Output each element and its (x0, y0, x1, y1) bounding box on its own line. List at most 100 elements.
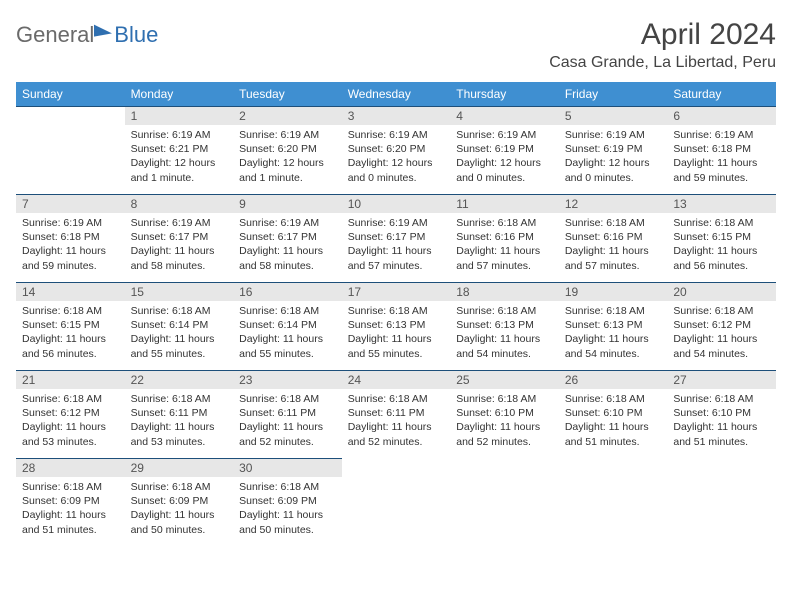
brand-mark-icon (94, 21, 112, 36)
day-number-bar: 5 (559, 106, 668, 125)
day-number-bar: 29 (125, 458, 234, 477)
sunset-line: Sunset: 6:09 PM (22, 494, 119, 508)
title-block: April 2024 Casa Grande, La Libertad, Per… (549, 18, 776, 72)
day-content: Sunrise: 6:18 AMSunset: 6:12 PMDaylight:… (16, 389, 125, 453)
weekday-header: Thursday (450, 82, 559, 106)
day-number-bar: 30 (233, 458, 342, 477)
day-number-bar: 23 (233, 370, 342, 389)
day-number-bar: 4 (450, 106, 559, 125)
sunset-line: Sunset: 6:19 PM (456, 142, 553, 156)
sunset-line: Sunset: 6:19 PM (565, 142, 662, 156)
daylight-line: Daylight: 12 hours and 0 minutes. (456, 156, 553, 184)
day-number-bar: 17 (342, 282, 451, 301)
calendar-day-cell (342, 458, 451, 546)
sunset-line: Sunset: 6:17 PM (131, 230, 228, 244)
daylight-line: Daylight: 11 hours and 59 minutes. (22, 244, 119, 272)
sunrise-line: Sunrise: 6:18 AM (348, 304, 445, 318)
day-content: Sunrise: 6:18 AMSunset: 6:14 PMDaylight:… (233, 301, 342, 365)
day-content: Sunrise: 6:18 AMSunset: 6:11 PMDaylight:… (233, 389, 342, 453)
day-number-bar: 24 (342, 370, 451, 389)
day-content: Sunrise: 6:18 AMSunset: 6:09 PMDaylight:… (125, 477, 234, 541)
day-number-bar: 22 (125, 370, 234, 389)
sunset-line: Sunset: 6:16 PM (565, 230, 662, 244)
day-number-bar: 28 (16, 458, 125, 477)
daylight-line: Daylight: 11 hours and 59 minutes. (673, 156, 770, 184)
day-number-bar: 26 (559, 370, 668, 389)
sunrise-line: Sunrise: 6:19 AM (131, 128, 228, 142)
sunrise-line: Sunrise: 6:18 AM (22, 304, 119, 318)
day-number-bar: 27 (667, 370, 776, 389)
day-number-bar: 7 (16, 194, 125, 213)
day-content: Sunrise: 6:18 AMSunset: 6:15 PMDaylight:… (667, 213, 776, 277)
sunset-line: Sunset: 6:11 PM (131, 406, 228, 420)
calendar-week-row: 21Sunrise: 6:18 AMSunset: 6:12 PMDayligh… (16, 370, 776, 458)
daylight-line: Daylight: 11 hours and 50 minutes. (131, 508, 228, 536)
sunset-line: Sunset: 6:11 PM (239, 406, 336, 420)
calendar-day-cell: 3Sunrise: 6:19 AMSunset: 6:20 PMDaylight… (342, 106, 451, 194)
calendar-day-cell: 14Sunrise: 6:18 AMSunset: 6:15 PMDayligh… (16, 282, 125, 370)
day-content: Sunrise: 6:18 AMSunset: 6:11 PMDaylight:… (125, 389, 234, 453)
day-number-bar: 10 (342, 194, 451, 213)
sunset-line: Sunset: 6:18 PM (673, 142, 770, 156)
daylight-line: Daylight: 11 hours and 54 minutes. (565, 332, 662, 360)
calendar-day-cell: 25Sunrise: 6:18 AMSunset: 6:10 PMDayligh… (450, 370, 559, 458)
sunset-line: Sunset: 6:09 PM (131, 494, 228, 508)
calendar-day-cell (667, 458, 776, 546)
brand-word-2: Blue (114, 22, 158, 48)
day-content: Sunrise: 6:19 AMSunset: 6:17 PMDaylight:… (233, 213, 342, 277)
sunrise-line: Sunrise: 6:18 AM (239, 304, 336, 318)
day-number-bar: 20 (667, 282, 776, 301)
sunrise-line: Sunrise: 6:18 AM (565, 216, 662, 230)
calendar-day-cell: 7Sunrise: 6:19 AMSunset: 6:18 PMDaylight… (16, 194, 125, 282)
day-number-bar: 1 (125, 106, 234, 125)
sunrise-line: Sunrise: 6:18 AM (131, 304, 228, 318)
sunrise-line: Sunrise: 6:19 AM (22, 216, 119, 230)
daylight-line: Daylight: 11 hours and 52 minutes. (348, 420, 445, 448)
weekday-header: Sunday (16, 82, 125, 106)
day-content: Sunrise: 6:19 AMSunset: 6:20 PMDaylight:… (342, 125, 451, 189)
day-number-bar: 21 (16, 370, 125, 389)
daylight-line: Daylight: 11 hours and 57 minutes. (565, 244, 662, 272)
day-content: Sunrise: 6:18 AMSunset: 6:10 PMDaylight:… (559, 389, 668, 453)
sunrise-line: Sunrise: 6:19 AM (348, 216, 445, 230)
day-content: Sunrise: 6:18 AMSunset: 6:16 PMDaylight:… (559, 213, 668, 277)
sunset-line: Sunset: 6:21 PM (131, 142, 228, 156)
calendar-day-cell: 27Sunrise: 6:18 AMSunset: 6:10 PMDayligh… (667, 370, 776, 458)
sunrise-line: Sunrise: 6:18 AM (565, 304, 662, 318)
calendar-week-row: 28Sunrise: 6:18 AMSunset: 6:09 PMDayligh… (16, 458, 776, 546)
weekday-header: Saturday (667, 82, 776, 106)
calendar-day-cell: 29Sunrise: 6:18 AMSunset: 6:09 PMDayligh… (125, 458, 234, 546)
sunset-line: Sunset: 6:16 PM (456, 230, 553, 244)
day-number-bar: 13 (667, 194, 776, 213)
sunrise-line: Sunrise: 6:19 AM (239, 216, 336, 230)
day-content: Sunrise: 6:18 AMSunset: 6:11 PMDaylight:… (342, 389, 451, 453)
day-content: Sunrise: 6:18 AMSunset: 6:09 PMDaylight:… (233, 477, 342, 541)
sunset-line: Sunset: 6:09 PM (239, 494, 336, 508)
calendar-day-cell: 8Sunrise: 6:19 AMSunset: 6:17 PMDaylight… (125, 194, 234, 282)
weekday-header-row: SundayMondayTuesdayWednesdayThursdayFrid… (16, 82, 776, 106)
daylight-line: Daylight: 11 hours and 51 minutes. (565, 420, 662, 448)
brand-logo: General Blue (16, 18, 158, 48)
day-content: Sunrise: 6:19 AMSunset: 6:21 PMDaylight:… (125, 125, 234, 189)
sunset-line: Sunset: 6:12 PM (673, 318, 770, 332)
brand-word-1: General (16, 22, 94, 48)
weekday-header: Monday (125, 82, 234, 106)
sunrise-line: Sunrise: 6:18 AM (456, 216, 553, 230)
sunrise-line: Sunrise: 6:18 AM (456, 304, 553, 318)
calendar-day-cell: 2Sunrise: 6:19 AMSunset: 6:20 PMDaylight… (233, 106, 342, 194)
sunrise-line: Sunrise: 6:18 AM (239, 480, 336, 494)
sunrise-line: Sunrise: 6:19 AM (673, 128, 770, 142)
day-number-bar: 8 (125, 194, 234, 213)
calendar-day-cell: 20Sunrise: 6:18 AMSunset: 6:12 PMDayligh… (667, 282, 776, 370)
calendar-day-cell: 17Sunrise: 6:18 AMSunset: 6:13 PMDayligh… (342, 282, 451, 370)
calendar-day-cell (559, 458, 668, 546)
calendar-day-cell: 24Sunrise: 6:18 AMSunset: 6:11 PMDayligh… (342, 370, 451, 458)
calendar-day-cell: 11Sunrise: 6:18 AMSunset: 6:16 PMDayligh… (450, 194, 559, 282)
day-number-bar: 12 (559, 194, 668, 213)
calendar-day-cell: 23Sunrise: 6:18 AMSunset: 6:11 PMDayligh… (233, 370, 342, 458)
day-number-bar: 18 (450, 282, 559, 301)
calendar-day-cell: 9Sunrise: 6:19 AMSunset: 6:17 PMDaylight… (233, 194, 342, 282)
sunset-line: Sunset: 6:11 PM (348, 406, 445, 420)
daylight-line: Daylight: 12 hours and 1 minute. (239, 156, 336, 184)
calendar-day-cell: 21Sunrise: 6:18 AMSunset: 6:12 PMDayligh… (16, 370, 125, 458)
